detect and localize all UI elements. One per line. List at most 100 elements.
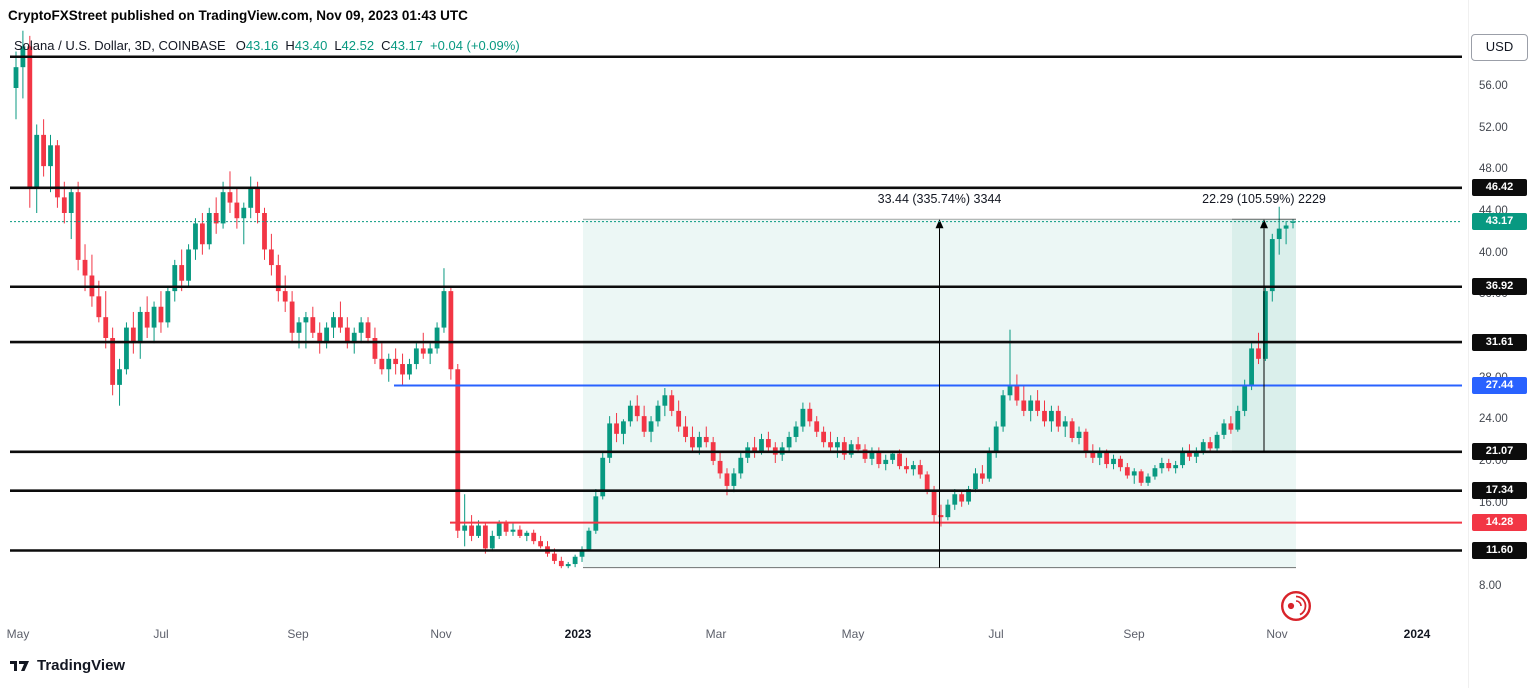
candle-body xyxy=(124,327,129,370)
time-axis-label: 2023 xyxy=(564,627,592,641)
candle-body xyxy=(496,523,502,536)
candle-body xyxy=(890,453,896,460)
candle-body xyxy=(683,426,688,437)
candle-body xyxy=(1138,471,1144,483)
candle-body xyxy=(310,317,316,333)
open-value: 43.16 xyxy=(245,38,279,53)
candle-body xyxy=(917,465,923,475)
candle-body xyxy=(841,442,847,455)
candle-body xyxy=(476,525,481,536)
candle-body xyxy=(248,186,254,208)
candle-body xyxy=(876,452,882,465)
price-axis[interactable]: 56.0052.0048.0044.0040.0036.0028.0024.00… xyxy=(1468,0,1536,688)
candle-body xyxy=(172,265,178,292)
candle-body xyxy=(979,473,985,479)
candle-body xyxy=(420,348,426,354)
candle-body xyxy=(1000,395,1006,427)
candle-body xyxy=(407,364,412,375)
candle-body xyxy=(655,405,661,422)
candle-body xyxy=(938,515,944,518)
candle-body xyxy=(103,317,109,339)
candle-body xyxy=(924,474,930,491)
candle-body xyxy=(227,192,233,203)
candle-body xyxy=(1145,476,1151,483)
price-tick-label: 48.00 xyxy=(1479,163,1508,176)
candle-body xyxy=(1256,348,1261,359)
price-tick-label: 8.00 xyxy=(1479,580,1502,592)
time-axis-label: 2024 xyxy=(1403,627,1431,641)
candle-body xyxy=(579,549,585,557)
candle-body xyxy=(482,525,488,549)
candle-body xyxy=(462,525,468,531)
candle-body xyxy=(696,436,702,448)
candle-body xyxy=(55,145,60,198)
candle-body xyxy=(634,405,640,417)
candle-body xyxy=(586,530,592,550)
price-range-label: 33.44 (335.74%) 3344 xyxy=(877,192,1002,207)
candle-body xyxy=(641,416,647,432)
price-level-label: 36.92 xyxy=(1472,278,1527,296)
candle-body xyxy=(676,410,682,427)
candle-body xyxy=(303,317,309,323)
candle-body xyxy=(1124,467,1130,476)
candle-body xyxy=(510,529,516,532)
candle-body xyxy=(1131,471,1137,476)
candle-body xyxy=(365,322,371,339)
candle-body xyxy=(627,405,633,422)
candle-body xyxy=(96,296,102,318)
close-label: C xyxy=(381,38,391,53)
candle-body xyxy=(503,523,509,532)
tradingview-footer-link[interactable]: TradingView xyxy=(10,657,125,674)
time-axis[interactable]: May Jul Sep Nov 2023 Mar May Jul Sep Nov 2024 xyxy=(0,627,1536,649)
candle-body xyxy=(41,134,47,167)
candle-body xyxy=(986,452,992,479)
candle-body xyxy=(869,452,875,459)
candle-body xyxy=(110,338,116,385)
candle-body xyxy=(34,134,40,187)
candle-body xyxy=(1097,452,1103,458)
candle-body xyxy=(1083,431,1089,453)
candle-body xyxy=(75,192,81,260)
candle-body xyxy=(593,496,599,531)
candle-body xyxy=(338,317,343,328)
candle-body xyxy=(1242,384,1248,411)
candle-body xyxy=(331,317,336,328)
candle-body xyxy=(344,327,350,344)
candle-body xyxy=(904,466,909,470)
candle-body xyxy=(1049,410,1054,422)
price-level-label: 46.42 xyxy=(1472,179,1527,197)
candle-body xyxy=(386,358,392,370)
time-axis-label: Nov xyxy=(1266,627,1288,641)
price-tick-label: 56.00 xyxy=(1479,80,1508,92)
candle-body xyxy=(1249,348,1254,385)
tradingview-wordmark: TradingView xyxy=(37,657,126,674)
price-range-label: 22.29 (105.59%) 2229 xyxy=(1202,192,1326,207)
candle-body xyxy=(1200,442,1206,451)
time-axis-label: Jul xyxy=(153,627,169,641)
candle-body xyxy=(1193,450,1199,457)
candle-body xyxy=(13,67,19,88)
candle-body xyxy=(1062,421,1068,427)
candle-body xyxy=(1290,221,1296,223)
candle-body xyxy=(531,532,537,542)
open-label: O xyxy=(235,38,246,53)
time-axis-label: May xyxy=(841,627,865,641)
candle-body xyxy=(234,202,240,219)
candle-body xyxy=(296,322,302,333)
symbol-title: Solana / U.S. Dollar, 3D, COINBASE xyxy=(14,38,226,53)
candle-body xyxy=(186,249,191,281)
price-level-label: 27.44 xyxy=(1472,377,1527,394)
price-level-label: 31.61 xyxy=(1472,333,1527,351)
price-level-label: 17.34 xyxy=(1472,482,1527,500)
candle-body xyxy=(269,249,274,266)
tradingview-logo-icon xyxy=(10,660,29,671)
candle-body xyxy=(1118,458,1123,468)
candle-body xyxy=(206,213,212,245)
currency-usd-button[interactable]: USD xyxy=(1471,34,1528,61)
candle-body xyxy=(807,408,813,422)
candle-body xyxy=(144,311,150,328)
candle-body xyxy=(538,541,544,547)
candle-body xyxy=(752,447,757,453)
low-value: 42.52 xyxy=(341,38,375,53)
